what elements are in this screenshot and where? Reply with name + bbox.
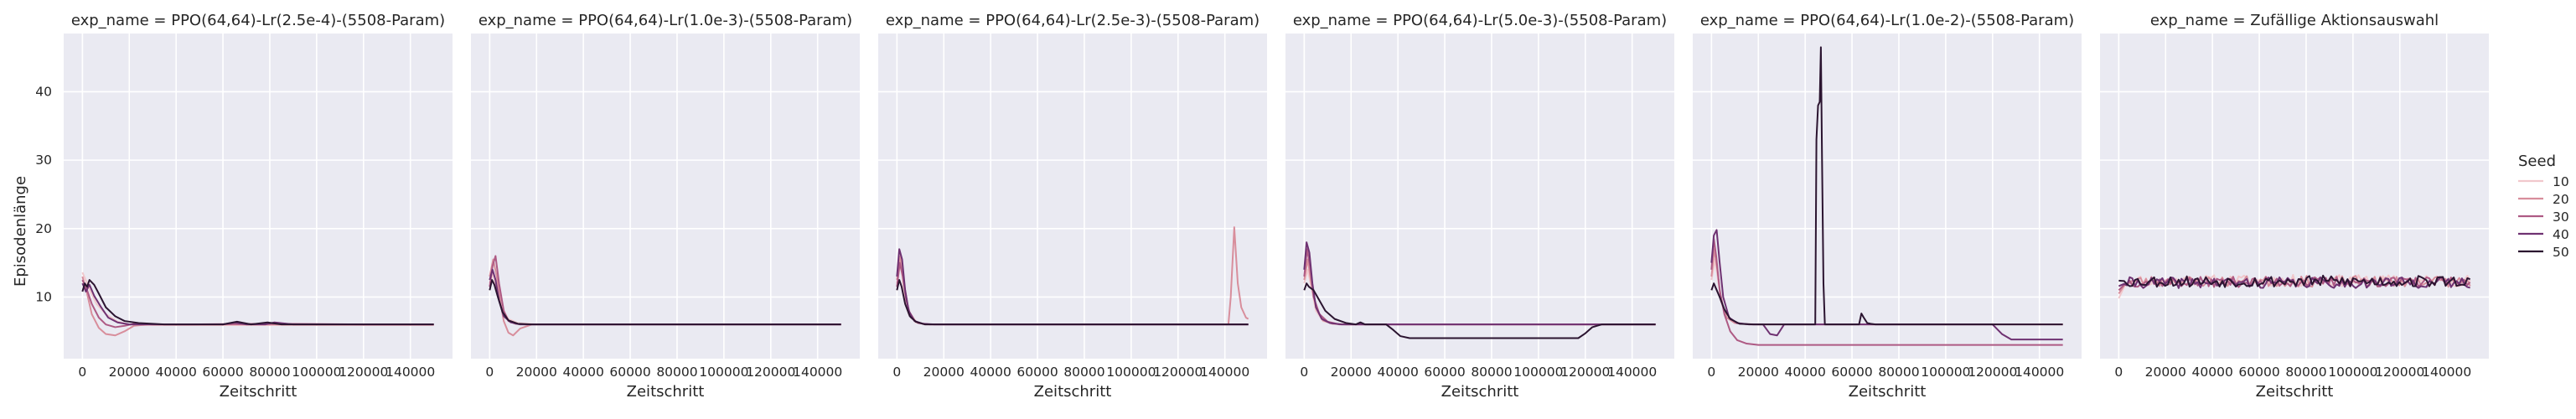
x-tick-label: 40000	[970, 365, 1011, 380]
facet-panel: exp_name = PPO(64,64)-Lr(2.5e-3)-(5508-P…	[878, 12, 1267, 401]
x-tick-label: 80000	[1878, 365, 1919, 380]
x-tick-label: 140000	[1607, 365, 1657, 380]
x-tick-label: 60000	[609, 365, 650, 380]
series-line-seed-50	[2118, 274, 2470, 288]
x-tick-label: 60000	[2238, 365, 2279, 380]
series-line-seed-30	[1710, 238, 2063, 346]
x-tick-label: 60000	[1424, 365, 1465, 380]
panel-title: exp_name = PPO(64,64)-Lr(1.0e-2)-(5508-P…	[1700, 12, 2074, 29]
x-axis-label: Zeitschritt	[2256, 383, 2334, 401]
x-axis-label: Zeitschritt	[627, 383, 705, 401]
x-tick-label: 80000	[1063, 365, 1104, 380]
x-tick-label: 40000	[156, 365, 197, 380]
series-line-seed-50	[489, 279, 841, 326]
x-tick-label: 80000	[1471, 365, 1512, 380]
x-tick-label: 120000	[2375, 365, 2424, 380]
x-tick-label: 0	[1707, 365, 1715, 380]
x-tick-label: 0	[892, 365, 901, 380]
panel-title: exp_name = PPO(64,64)-Lr(2.5e-4)-(5508-P…	[71, 12, 445, 29]
legend-label-30: 30	[2553, 210, 2569, 225]
plot-area	[2100, 34, 2489, 359]
x-tick-label: 0	[2114, 365, 2123, 380]
legend-title: Seed	[2518, 153, 2556, 170]
x-tick-label: 80000	[2285, 365, 2326, 380]
series-line-seed-50	[1710, 46, 2063, 326]
x-tick-label: 0	[1300, 365, 1308, 380]
facet-panel: exp_name = Zufällige Aktionsauswahl 0 2000…	[2100, 12, 2489, 401]
x-axis-label: Zeitschritt	[220, 383, 297, 401]
x-tick-label: 100000	[699, 365, 748, 380]
x-tick-label: 120000	[1153, 365, 1203, 380]
x-tick-label: 60000	[202, 365, 243, 380]
x-tick-label: 40000	[1785, 365, 1826, 380]
x-tick-label: 120000	[1968, 365, 2017, 380]
y-tick-label: 30	[35, 153, 52, 168]
plot-area	[1693, 34, 2082, 359]
panels: exp_name = PPO(64,64)-Lr(2.5e-4)-(5508-P…	[35, 12, 2489, 401]
x-axis-label: Zeitschritt	[1441, 383, 1519, 401]
y-tick-label: 20	[35, 221, 52, 236]
x-tick-label: 80000	[249, 365, 290, 380]
x-tick-label: 20000	[923, 365, 965, 380]
facet-panel: exp_name = PPO(64,64)-Lr(2.5e-4)-(5508-P…	[35, 12, 453, 401]
plot-area	[1285, 34, 1674, 359]
facet-panel: exp_name = PPO(64,64)-Lr(5.0e-3)-(5508-P…	[1285, 12, 1674, 401]
x-tick-label: 40000	[563, 365, 604, 380]
panel-title: exp_name = Zufällige Aktionsauswahl	[2150, 12, 2439, 29]
x-tick-label: 100000	[1513, 365, 1563, 380]
legend-label-50: 50	[2553, 245, 2569, 260]
x-tick-label: 100000	[2328, 365, 2377, 380]
x-tick-label: 120000	[339, 365, 388, 380]
x-tick-label: 20000	[516, 365, 557, 380]
x-tick-label: 60000	[1016, 365, 1058, 380]
facet-panel: exp_name = PPO(64,64)-Lr(1.0e-3)-(5508-P…	[471, 12, 860, 401]
x-tick-label: 140000	[385, 365, 435, 380]
x-axis-label: Zeitschritt	[1034, 383, 1112, 401]
x-tick-label: 100000	[292, 365, 341, 380]
legend: Seed 10 20 30 40 50	[2518, 153, 2569, 260]
series-line-seed-50	[1303, 282, 1656, 339]
x-tick-label: 20000	[1738, 365, 1779, 380]
y-tick-label: 10	[35, 289, 52, 304]
legend-label-10: 10	[2553, 174, 2569, 189]
x-tick-label: 80000	[656, 365, 697, 380]
legend-label-40: 40	[2553, 227, 2569, 242]
panel-title: exp_name = PPO(64,64)-Lr(5.0e-3)-(5508-P…	[1293, 12, 1667, 29]
series-line-seed-50	[896, 279, 1249, 326]
x-tick-label: 0	[78, 365, 86, 380]
panel-title: exp_name = PPO(64,64)-Lr(2.5e-3)-(5508-P…	[886, 12, 1260, 29]
y-tick-label: 40	[35, 84, 52, 99]
plot-area	[64, 34, 453, 359]
x-tick-label: 100000	[1921, 365, 1970, 380]
plot-area	[878, 34, 1267, 359]
x-tick-label: 140000	[793, 365, 842, 380]
x-tick-label: 140000	[1200, 365, 1249, 380]
x-tick-label: 60000	[1831, 365, 1872, 380]
x-tick-label: 100000	[1106, 365, 1156, 380]
panel-title: exp_name = PPO(64,64)-Lr(1.0e-3)-(5508-P…	[478, 12, 852, 29]
x-tick-label: 40000	[2192, 365, 2233, 380]
legend-label-20: 20	[2553, 192, 2569, 207]
x-tick-label: 20000	[109, 365, 150, 380]
plot-area	[471, 34, 860, 359]
series-line-seed-50	[81, 279, 434, 326]
x-tick-label: 20000	[2145, 365, 2186, 380]
y-axis-label: Episodenlänge	[12, 176, 29, 287]
legend-items: 10 20 30 40 50	[2518, 174, 2569, 260]
x-tick-label: 120000	[1560, 365, 1610, 380]
series-line-seed-40	[1303, 241, 1656, 326]
facet-panel: exp_name = PPO(64,64)-Lr(1.0e-2)-(5508-P…	[1693, 12, 2082, 401]
x-axis-label: Zeitschritt	[1849, 383, 1927, 401]
x-tick-label: 140000	[2015, 365, 2064, 380]
x-tick-label: 120000	[746, 365, 795, 380]
x-tick-label: 140000	[2422, 365, 2471, 380]
x-tick-label: 20000	[1331, 365, 1372, 380]
x-tick-label: 0	[485, 365, 494, 380]
x-tick-label: 40000	[1378, 365, 1419, 380]
